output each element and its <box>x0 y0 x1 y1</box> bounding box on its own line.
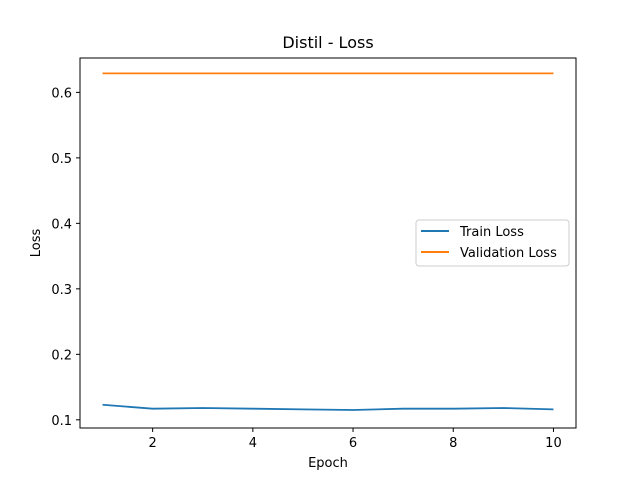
chart-title: Distil - Loss <box>282 33 373 52</box>
series-layer <box>102 72 554 411</box>
x-axis-ticks: 2 4 6 8 10 <box>149 428 562 451</box>
plot-area <box>79 57 577 429</box>
x-tick-label: 8 <box>449 436 457 451</box>
legend-label-train-loss: Train Loss <box>459 225 524 240</box>
y-axis-label: Loss <box>29 229 44 258</box>
y-tick-label: 0.6 <box>51 86 72 101</box>
x-axis-label: Epoch <box>308 456 348 471</box>
y-tick-label: 0.5 <box>51 152 72 167</box>
y-axis-ticks: 0.1 0.2 0.3 0.4 0.5 0.6 <box>51 86 80 429</box>
legend-box <box>415 219 570 267</box>
y-tick-label: 0.2 <box>51 348 72 363</box>
series-line-train-loss <box>102 403 554 411</box>
plot-frame <box>79 57 577 429</box>
x-tick-label: 4 <box>249 436 257 451</box>
y-tick-label: 0.1 <box>51 414 72 429</box>
y-tick-label: 0.4 <box>51 217 72 232</box>
y-tick-label: 0.3 <box>51 283 72 298</box>
x-tick-label: 10 <box>545 436 562 451</box>
x-tick-label: 6 <box>349 436 357 451</box>
legend-label-validation-loss: Validation Loss <box>460 246 557 261</box>
legend: Train Loss Validation Loss <box>415 219 570 267</box>
x-tick-label: 2 <box>149 436 157 451</box>
